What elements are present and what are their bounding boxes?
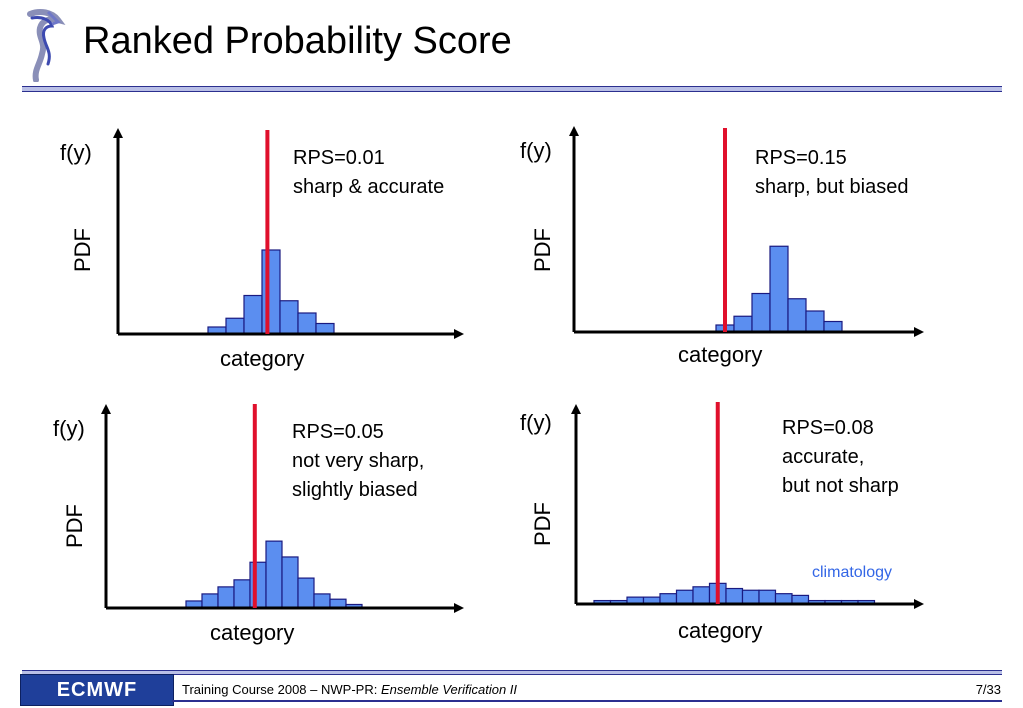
x-axis-label: category [678,618,763,643]
footer-course-italic: Ensemble Verification II [380,682,518,697]
x-axis-arrow [914,599,924,609]
logo-text: ECMWF [56,678,138,701]
x-axis-arrow [454,603,464,613]
footer-divider [22,670,1002,675]
footer-course-text: Training Course 2008 – NWP-PR: [182,682,381,697]
pdf-bar [281,556,299,609]
pdf-bar [225,317,245,335]
y-axis-arrow [571,404,581,414]
pdf-bar [249,561,267,609]
pdf-bar [313,593,331,609]
y-axis-arrow [113,128,123,138]
pdf-bar [758,589,777,605]
pdf-bar [805,310,825,333]
pdf-bar [751,292,771,333]
y-axis-label-fy: f(y) [520,410,552,435]
y-axis-arrow [569,126,579,136]
y-axis-label-pdf: PDF [70,228,95,272]
chart-svg-2 [569,126,924,337]
x-axis-label: category [220,346,305,371]
pdf-bar [823,320,843,333]
y-axis-label-pdf: PDF [530,228,555,272]
y-axis-arrow [101,404,111,414]
climatology-annotation: climatology [812,564,893,581]
pdf-bar [741,589,760,605]
pdf-bar [787,298,807,333]
chart-svg-1 [113,128,464,339]
pdf-bar [217,586,235,609]
rps-description-2: but not sharp [782,475,899,497]
pdf-bar [265,540,283,609]
y-axis-label-fy: f(y) [53,416,85,441]
rps-annotation: RPS=0.08 accurate, but not sharp [782,414,899,501]
pdf-bar [315,322,335,335]
pdf-bar [692,586,711,605]
footer-bar [172,700,1002,702]
rps-description: accurate, [782,446,865,468]
rps-description: sharp, but biased [755,176,909,198]
footer-course: Training Course 2008 – NWP-PR: Ensemble … [182,682,517,697]
chart-panel-4: f(y) PDF category RPS=0.08 accurate, but… [510,398,970,658]
pdf-bar [279,300,299,335]
chart-panel-1: f(y) PDF category RPS=0.01 sharp & accur… [50,120,510,380]
x-axis-arrow [914,327,924,337]
x-axis-label: category [678,342,763,367]
pdf-bar [675,589,694,605]
x-axis-arrow [454,329,464,339]
pdf-bar [769,245,789,333]
y-axis-label-pdf: PDF [62,504,87,548]
rps-value: RPS=0.01 [293,147,385,169]
chart-svg-3 [101,404,464,613]
pdf-bar [233,579,251,609]
pdf-bar [733,315,753,333]
rps-annotation: RPS=0.05 not very sharp, slightly biased [292,418,424,505]
x-axis-label: category [210,620,295,645]
y-axis-label-fy: f(y) [60,140,92,165]
pdf-bar [261,249,281,335]
rps-value: RPS=0.05 [292,421,384,443]
pdf-bar [201,593,219,609]
page-title: Ranked Probability Score [83,20,512,62]
rps-annotation: RPS=0.15 sharp, but biased [755,144,908,202]
pdf-bar [243,294,263,335]
rps-value: RPS=0.08 [782,417,874,439]
rps-description: not very sharp, [292,450,425,472]
pdf-bar [774,593,793,605]
title-divider [22,86,1002,92]
pdf-bar [659,593,678,605]
chart-svg-4 [571,402,924,609]
rps-value: RPS=0.15 [755,147,847,169]
chart-panel-3: f(y) PDF category RPS=0.05 not very shar… [50,398,510,658]
y-axis-label-pdf: PDF [530,502,555,546]
y-axis-label-fy: f(y) [520,138,552,163]
rps-description-2: slightly biased [292,479,418,501]
pdf-bar [297,577,315,609]
page-number: 7/33 [975,682,1001,697]
rps-description: sharp & accurate [293,176,445,198]
pdf-bar [725,587,744,605]
chart-panel-2: f(y) PDF category RPS=0.15 sharp, but bi… [510,118,970,378]
rps-annotation: RPS=0.01 sharp & accurate [293,144,444,202]
ecmwf-footer-logo: ECMWF [20,674,174,706]
pdf-bar [297,312,317,335]
ecmwf-swirl-logo [27,9,66,82]
